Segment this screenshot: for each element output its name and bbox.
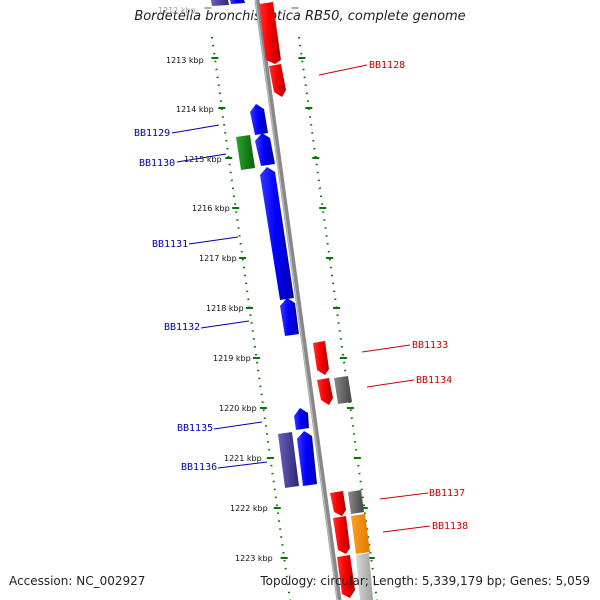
gene-feature[interactable]: [348, 490, 364, 514]
gene-label-bb1128[interactable]: BB1128: [369, 60, 405, 71]
tick-label: 1217 kbp: [199, 254, 237, 263]
gene-feature[interactable]: [278, 432, 299, 488]
tick-label: 1222 kbp: [230, 504, 268, 513]
gene-label-bb1130[interactable]: BB1130: [139, 158, 175, 169]
tick-label: 1218 kbp: [206, 304, 244, 313]
gene-label-bb1136[interactable]: BB1136: [181, 462, 217, 473]
inner-ruler: [211, 36, 291, 600]
reverse-genes: [211, 0, 317, 488]
tick-label: 1213 kbp: [166, 56, 204, 65]
accession-text: Accession: NC_002927: [9, 574, 146, 588]
gene-feature[interactable]: [211, 0, 229, 6]
tick-labels: 1212 kbp 1213 kbp 1214 kbp 1215 kbp 1216…: [158, 6, 273, 563]
gene-feature[interactable]: [351, 514, 370, 554]
gene-feature[interactable]: [333, 516, 350, 554]
gene-feature[interactable]: [236, 135, 255, 170]
outer-ruler: [298, 36, 378, 600]
gene-feature[interactable]: [337, 555, 355, 598]
map-title: Bordetella bronchiseptica RB50, complete…: [134, 9, 466, 24]
tick-label: 1216 kbp: [192, 204, 230, 213]
leader-lines: [171, 64, 431, 533]
gene-feature[interactable]: [259, 2, 281, 64]
genome-backbone: [254, 0, 342, 600]
tick-label: 1221 kbp: [224, 454, 262, 463]
tick-label: 1220 kbp: [219, 404, 257, 413]
gene-label-bb1135[interactable]: BB1135: [177, 423, 213, 434]
tick-label: 1212 kbp: [158, 6, 196, 15]
tick-label: 1219 kbp: [213, 354, 251, 363]
tick-label: 1223 kbp: [235, 554, 273, 563]
gene-feature[interactable]: [260, 167, 294, 300]
gene-label-bb1133[interactable]: BB1133: [412, 340, 448, 351]
gene-label-bb1137[interactable]: BB1137: [429, 488, 465, 499]
gene-labels: BB1128 BB1133 BB1134 BB1137 BB1138 BB112…: [134, 60, 468, 532]
gene-feature[interactable]: [356, 553, 373, 600]
gene-label-bb1134[interactable]: BB1134: [416, 375, 452, 386]
gene-feature[interactable]: [255, 133, 275, 166]
genome-summary: Topology: circular; Length: 5,339,179 bp…: [260, 574, 590, 588]
gene-feature[interactable]: [230, 0, 245, 4]
gene-label-bb1131[interactable]: BB1131: [152, 239, 188, 250]
gene-feature[interactable]: [297, 431, 317, 486]
gene-feature[interactable]: [294, 408, 309, 430]
gene-feature[interactable]: [334, 376, 352, 404]
tick-label: 1214 kbp: [176, 105, 214, 114]
gene-feature[interactable]: [317, 378, 333, 405]
gene-feature[interactable]: [330, 491, 346, 516]
gene-feature[interactable]: [250, 104, 268, 135]
gene-label-bb1129[interactable]: BB1129: [134, 128, 170, 139]
gene-label-bb1138[interactable]: BB1138: [432, 521, 468, 532]
forward-genes: [259, 2, 373, 600]
gene-feature[interactable]: [269, 64, 286, 97]
gene-feature[interactable]: [313, 341, 329, 375]
gene-label-bb1132[interactable]: BB1132: [164, 322, 200, 333]
gene-feature[interactable]: [280, 298, 299, 336]
tick-label: 1215 kbp: [184, 155, 222, 164]
